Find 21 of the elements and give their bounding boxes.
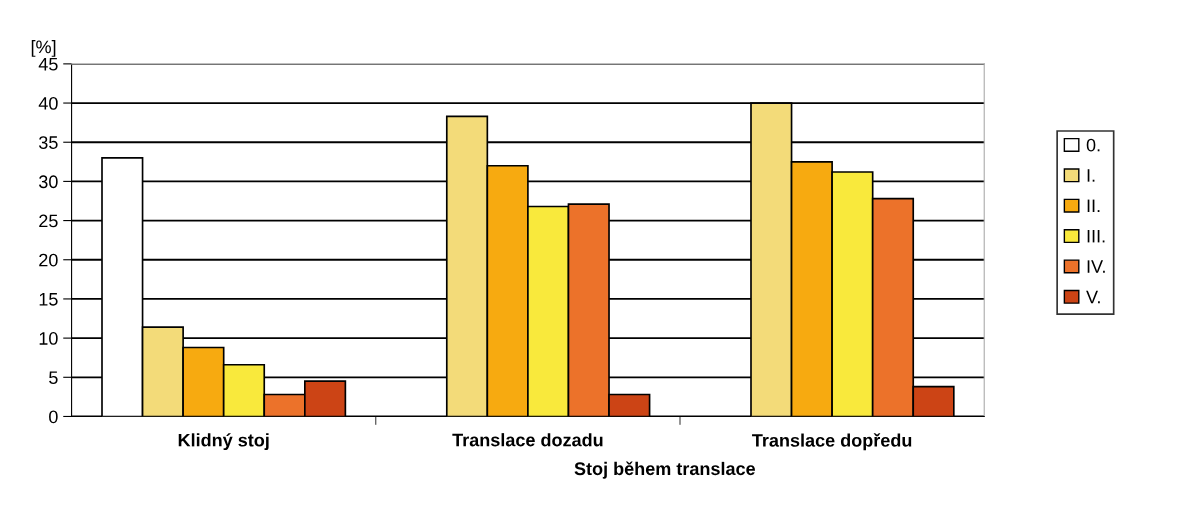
legend-label: IV. [1087,260,1105,273]
y-tick-label: 30 [38,175,58,189]
y-tick-label: 20 [39,253,58,267]
x-tick-label: Translace dozadu [452,433,603,447]
x-tick-label: Klidný stoj [178,433,269,451]
y-tick-label: 0 [49,410,58,424]
legend-label: II. [1087,199,1100,213]
legend-label: III. [1087,229,1105,243]
y-axis-title: [%] [31,39,56,57]
y-tick-label: 25 [39,214,58,228]
legend-label: 0. [1086,138,1100,152]
y-tick-label: 35 [38,136,58,149]
x-tick-label: Translace dopředu [752,433,912,451]
y-tick-label: 45 [38,58,58,71]
legend-label: I. [1087,169,1095,182]
y-tick-label: 15 [39,293,58,306]
legend-label: V. [1086,290,1100,304]
x-axis-title: Stoj během translace [574,461,755,479]
y-tick-label: 5 [49,371,58,385]
y-tick-label: 40 [38,96,58,110]
y-tick-label: 10 [39,332,58,345]
